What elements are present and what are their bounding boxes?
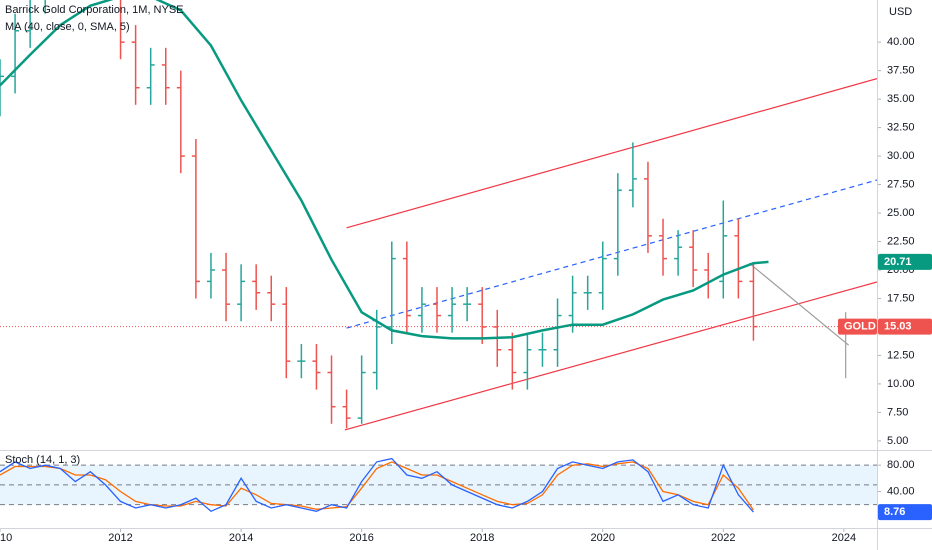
x-tick-label: 2016 [349, 532, 373, 544]
price-pane [0, 0, 877, 431]
last-price-label: 15.03 [884, 321, 912, 333]
y-tick-label: 35.00 [887, 93, 915, 105]
stoch-y-tick-label: 80.00 [887, 459, 915, 471]
x-tick-label: 2022 [711, 532, 735, 544]
ma-last-label-box [878, 253, 932, 270]
stoch-pane [0, 457, 877, 513]
stoch-y-tick-label: 40.00 [887, 485, 915, 497]
y-tick-label: 22.50 [887, 235, 915, 247]
x-tick-label: 2024 [832, 532, 856, 544]
y-tick-label: 32.50 [887, 122, 915, 134]
y-tick-label: 25.00 [887, 207, 915, 219]
y-tick-label: 10.00 [887, 378, 915, 390]
chart-title: Barrick Gold Corporation, 1M, NYSE [5, 4, 184, 16]
y-tick-label: 5.00 [887, 435, 908, 447]
y-tick-label: 12.50 [887, 349, 915, 361]
y-tick-label: 37.50 [887, 65, 915, 77]
ma-line [0, 0, 769, 340]
ma-legend: MA (40, close, 0, SMA, 5) [5, 21, 130, 33]
currency-label: USD [889, 6, 912, 18]
stoch-last-label: 8.76 [884, 506, 905, 518]
stoch-d-line [0, 461, 754, 511]
x-tick-label: 2018 [470, 532, 494, 544]
stoch-k-line [0, 457, 754, 513]
last-price-label-box [878, 318, 932, 335]
overlay: 40.00 37.50 35.00 32.50 30.00 27.50 25.00 22.50… [0, 36, 932, 544]
y-tick-label: 40.00 [887, 36, 915, 48]
x-tick-label: 2012 [108, 532, 132, 544]
y-tick-label: 30.00 [887, 150, 915, 162]
x-tick-label: 10 [0, 532, 12, 544]
symbol-label-box [838, 318, 877, 335]
trend-line [748, 262, 850, 346]
x-tick-label: 2020 [591, 532, 615, 544]
trend-line [344, 281, 877, 431]
trend-line [346, 78, 877, 229]
stoch-legend: Stoch (14, 1, 3) [5, 454, 80, 466]
x-tick-label: 2014 [229, 532, 253, 544]
y-tick-label: 7.50 [887, 406, 908, 418]
trend-line [346, 179, 877, 329]
y-tick-label: 17.50 [887, 292, 915, 304]
symbol-label: GOLD [844, 321, 876, 333]
ma-last-label: 20.71 [884, 256, 912, 268]
stoch-last-label-box [878, 504, 932, 521]
y-tick-label: 27.50 [887, 178, 915, 190]
